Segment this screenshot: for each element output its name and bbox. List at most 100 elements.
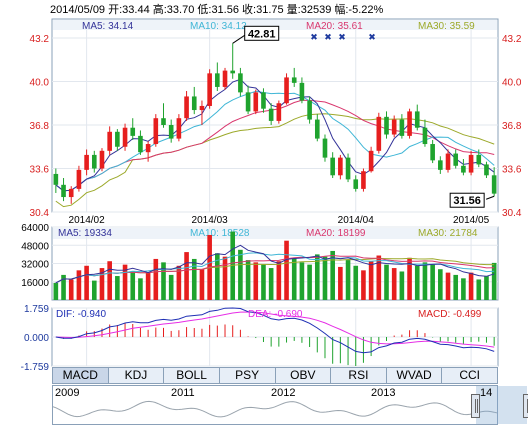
candle-body [138,135,143,153]
candle-body [284,77,289,104]
volume-bar [438,269,443,300]
ma10-line [55,90,495,192]
dea-line [55,311,495,348]
candle-body [215,73,220,87]
tab-kdj[interactable]: KDJ [109,368,165,383]
volume-bar [368,261,374,300]
volume-bar [399,271,405,300]
volume-bar [353,265,359,300]
volume-bar [330,250,335,300]
quote-header: 2014/05/09 开:33.44 高:33.70 低:31.56 收:31.… [50,4,384,16]
tab-boll[interactable]: BOLL [164,368,220,383]
volume-bar [238,249,243,300]
volume-bar [253,262,259,300]
volume-bar [268,268,274,300]
candle-body [207,73,212,106]
candle-body [445,153,451,170]
candle-body [376,116,382,151]
tab-rsi[interactable]: RSI [331,368,387,383]
macd-axis-label: 1.759 [24,304,49,315]
volume-axis-label: 48000 [21,241,49,252]
candle-body [276,103,282,121]
ma20-line [55,99,495,192]
volume-bar [414,265,420,300]
price-axis-label-right: 40.0 [502,78,522,89]
volume-bar [61,274,66,300]
candle-body [253,92,259,112]
volume-ma5-line [55,244,495,284]
navigator-selection[interactable] [476,386,527,424]
candle-body [161,118,166,125]
volume-bar [130,271,136,300]
candle-body [115,131,120,147]
price-axis-label-right: 33.6 [502,165,522,176]
candle-body [99,150,105,169]
nav-year-label: 14 [480,387,493,399]
candle-body [91,154,97,169]
candle-body [199,105,205,111]
candle-body [314,119,320,139]
tab-cci[interactable]: CCI [459,368,481,382]
volume-bar [291,257,297,300]
candle-body [345,157,351,180]
volume-bar [199,269,205,300]
volume-bar [245,260,251,300]
ma5-legend: MA5: 34.14 [82,21,134,32]
candle-body [230,70,236,74]
candle-body [191,96,197,111]
volume-bar [215,253,220,300]
navigator-price-line [53,400,497,418]
candle-body [338,157,343,176]
candle-body [84,154,89,170]
candle-body [307,100,312,120]
candle-body [438,160,443,170]
navigator-overview [53,400,497,418]
volume-bar [468,272,474,300]
volume-bar [191,258,197,300]
volume-bar [99,268,105,300]
candle-body [76,169,82,189]
tab-psy[interactable]: PSY [220,368,276,383]
ma30-legend: MA30: 35.59 [418,21,475,32]
volume-axis-label: 64000 [21,223,49,234]
volume-bar [91,280,97,300]
volume-bar [384,264,389,300]
volume-bar [53,282,59,300]
price-axis-label-right: 43.2 [502,34,522,45]
tab-macd[interactable]: MACD [53,368,109,383]
volume-bar [161,262,166,300]
volume-bar [430,264,435,300]
event-marker-icon: ✖ [338,33,346,43]
volume-bar [76,270,82,300]
range-navigator[interactable]: 2009 2011 2012 2013 14 [52,385,528,425]
volume-bar [338,266,343,300]
volume-bar [176,265,182,300]
volume-bar [115,276,120,300]
tab-wvad[interactable]: WVAD [387,368,443,383]
navigator-right-handle[interactable] [523,394,528,418]
volume-bar [445,272,451,300]
candle-body [330,157,335,176]
candle-body [461,165,466,173]
volume-axis-label: 32000 [21,260,49,271]
volume-bar [138,278,143,300]
nav-year-label: 2009 [55,387,80,399]
volume-bar [314,254,320,300]
volume-bar [476,279,482,300]
high-callout-line [232,34,245,44]
volume-ma5-legend: MA5: 19334 [58,228,112,239]
price-axis-label-left: 30.4 [30,208,50,219]
candle-body [384,116,389,135]
volume-bar [299,262,305,300]
volume-bar [484,276,489,300]
candle-body [484,164,489,176]
price-axis-label-right: 30.4 [502,208,522,219]
nav-year-label: 2013 [371,387,396,399]
volume-bar [407,257,412,300]
candle-body [322,138,328,158]
candle-body [168,125,174,139]
indicator-tabs: MACD KDJ BOLL PSY OBV RSI WVAD CCI [52,367,498,384]
tab-obv[interactable]: OBV [276,368,332,383]
navigator-left-handle[interactable] [471,394,480,418]
